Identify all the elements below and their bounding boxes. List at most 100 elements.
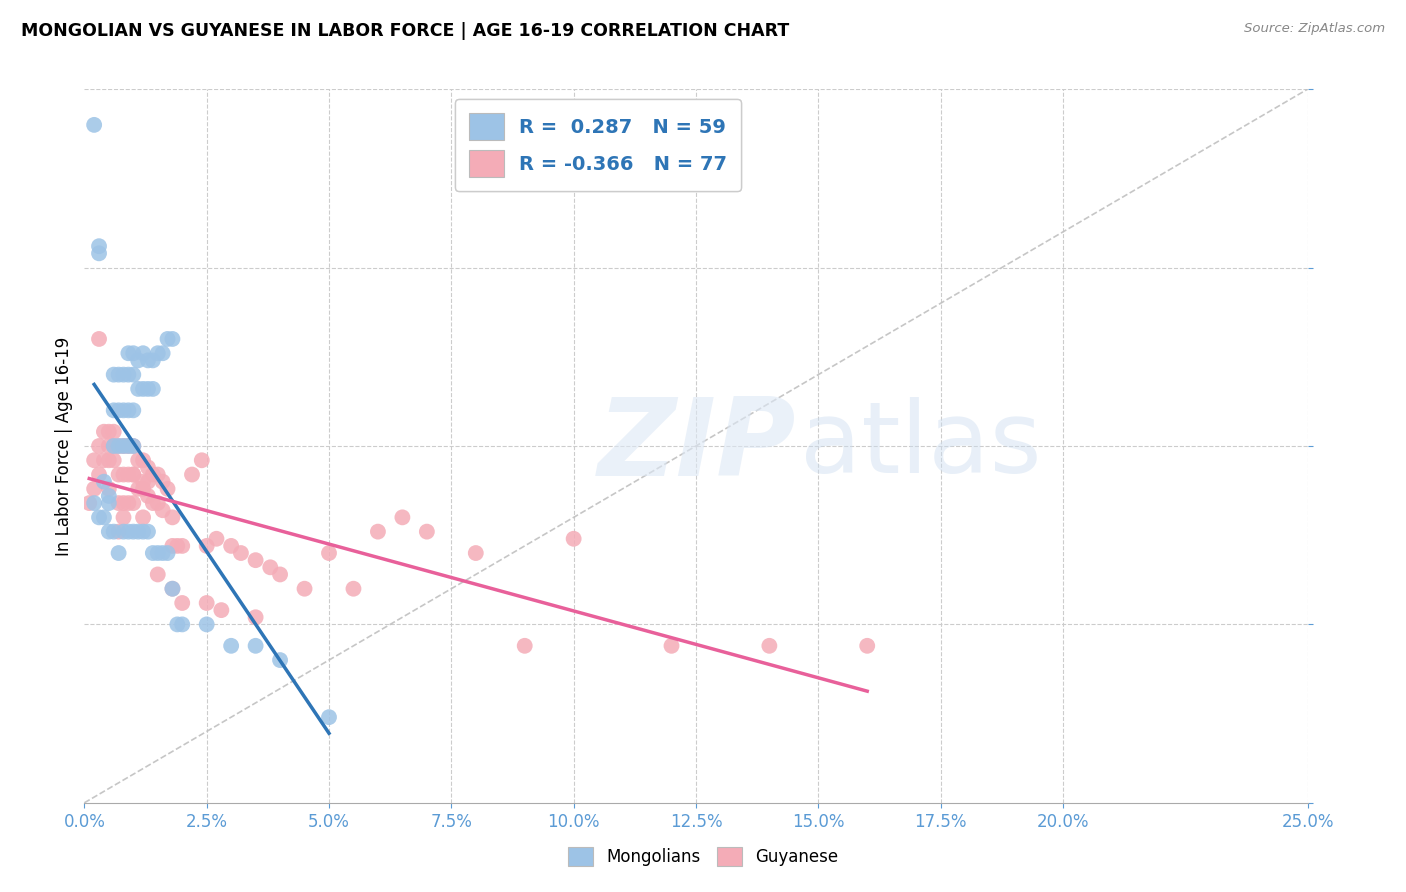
Point bbox=[269, 653, 291, 667]
Point bbox=[136, 475, 159, 489]
Point bbox=[117, 439, 139, 453]
Point bbox=[156, 546, 179, 560]
Point bbox=[132, 346, 155, 360]
Point bbox=[103, 453, 125, 467]
Point bbox=[146, 567, 169, 582]
Point bbox=[146, 496, 169, 510]
Point bbox=[152, 546, 174, 560]
Point bbox=[127, 524, 149, 539]
Point bbox=[142, 353, 165, 368]
Point bbox=[661, 639, 683, 653]
Point bbox=[132, 382, 155, 396]
Point bbox=[103, 439, 125, 453]
Point bbox=[93, 475, 115, 489]
Point bbox=[103, 439, 125, 453]
Point bbox=[122, 439, 145, 453]
Point bbox=[132, 475, 155, 489]
Text: Source: ZipAtlas.com: Source: ZipAtlas.com bbox=[1244, 22, 1385, 36]
Point bbox=[127, 482, 149, 496]
Point bbox=[112, 467, 135, 482]
Point bbox=[142, 382, 165, 396]
Point bbox=[195, 539, 218, 553]
Point bbox=[172, 539, 194, 553]
Point bbox=[318, 710, 340, 724]
Point bbox=[83, 118, 105, 132]
Point bbox=[132, 524, 155, 539]
Point bbox=[97, 496, 120, 510]
Point bbox=[97, 489, 120, 503]
Y-axis label: In Labor Force | Age 16-19: In Labor Force | Age 16-19 bbox=[55, 336, 73, 556]
Point bbox=[112, 524, 135, 539]
Point bbox=[245, 610, 267, 624]
Point bbox=[152, 475, 174, 489]
Point bbox=[112, 439, 135, 453]
Point bbox=[112, 368, 135, 382]
Point bbox=[127, 382, 149, 396]
Point bbox=[107, 439, 129, 453]
Point bbox=[117, 346, 139, 360]
Point bbox=[107, 546, 129, 560]
Point bbox=[245, 553, 267, 567]
Point bbox=[191, 453, 214, 467]
Point bbox=[391, 510, 413, 524]
Point bbox=[162, 332, 184, 346]
Point bbox=[181, 467, 204, 482]
Point bbox=[112, 403, 135, 417]
Point bbox=[93, 453, 115, 467]
Point bbox=[103, 524, 125, 539]
Point bbox=[107, 496, 129, 510]
Point bbox=[87, 510, 110, 524]
Point bbox=[122, 467, 145, 482]
Point bbox=[122, 403, 145, 417]
Point bbox=[87, 332, 110, 346]
Point bbox=[117, 524, 139, 539]
Point bbox=[117, 496, 139, 510]
Point bbox=[318, 546, 340, 560]
Point bbox=[146, 467, 169, 482]
Point bbox=[87, 467, 110, 482]
Point bbox=[122, 496, 145, 510]
Point bbox=[142, 496, 165, 510]
Point bbox=[122, 346, 145, 360]
Point bbox=[245, 639, 267, 653]
Point bbox=[93, 425, 115, 439]
Point bbox=[136, 382, 159, 396]
Point bbox=[136, 524, 159, 539]
Point bbox=[103, 403, 125, 417]
Point bbox=[117, 467, 139, 482]
Point bbox=[122, 439, 145, 453]
Point bbox=[132, 482, 155, 496]
Point bbox=[142, 546, 165, 560]
Point bbox=[127, 453, 149, 467]
Point bbox=[195, 617, 218, 632]
Point bbox=[758, 639, 780, 653]
Point bbox=[294, 582, 316, 596]
Point bbox=[162, 539, 184, 553]
Point bbox=[342, 582, 364, 596]
Point bbox=[166, 539, 188, 553]
Point bbox=[87, 246, 110, 260]
Text: ZIP: ZIP bbox=[598, 393, 796, 499]
Point bbox=[107, 524, 129, 539]
Point bbox=[132, 453, 155, 467]
Point bbox=[269, 567, 291, 582]
Point bbox=[416, 524, 439, 539]
Point bbox=[107, 368, 129, 382]
Point bbox=[97, 482, 120, 496]
Legend: R =  0.287   N = 59, R = -0.366   N = 77: R = 0.287 N = 59, R = -0.366 N = 77 bbox=[456, 99, 741, 191]
Point bbox=[117, 403, 139, 417]
Point bbox=[513, 639, 536, 653]
Point bbox=[112, 496, 135, 510]
Point bbox=[136, 489, 159, 503]
Point bbox=[97, 425, 120, 439]
Point bbox=[87, 439, 110, 453]
Text: MONGOLIAN VS GUYANESE IN LABOR FORCE | AGE 16-19 CORRELATION CHART: MONGOLIAN VS GUYANESE IN LABOR FORCE | A… bbox=[21, 22, 789, 40]
Point bbox=[219, 639, 242, 653]
Point bbox=[162, 582, 184, 596]
Point bbox=[229, 546, 252, 560]
Point bbox=[83, 453, 105, 467]
Point bbox=[117, 368, 139, 382]
Point bbox=[166, 617, 188, 632]
Point bbox=[152, 503, 174, 517]
Point bbox=[136, 353, 159, 368]
